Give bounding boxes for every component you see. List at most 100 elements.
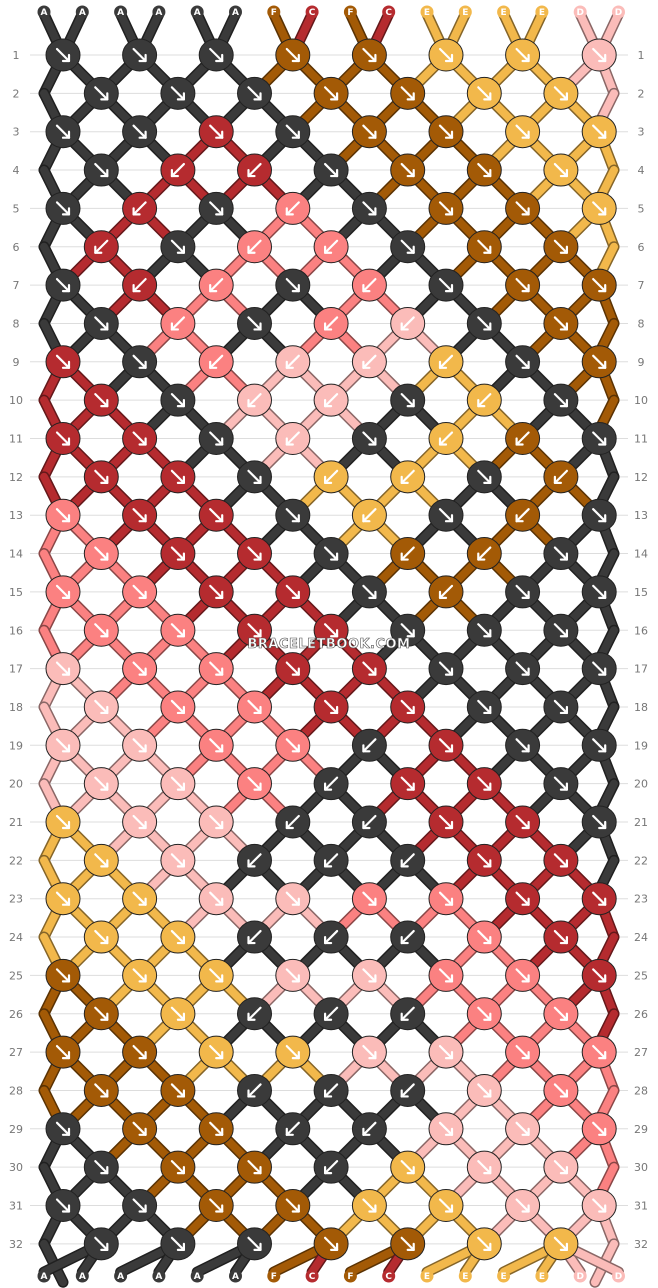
strand-label-top: F (347, 8, 353, 18)
strand-label-top: A (155, 8, 162, 18)
strand-label-top: D (576, 8, 583, 18)
knot-arrow-head (368, 1204, 377, 1213)
knot-arrow (209, 584, 224, 600)
knot-arrow-head (215, 667, 224, 676)
knot-arrow (324, 393, 339, 408)
knot-arrow-head (253, 475, 262, 484)
knot-arrow-head (291, 897, 300, 906)
knot-arrow (247, 239, 262, 254)
knot-arrow-head (285, 360, 294, 369)
knot-arrow-head (324, 935, 333, 945)
knot-arrow-head (406, 245, 415, 254)
knot-arrow-head (138, 130, 147, 139)
knot-arrow (170, 1083, 185, 1098)
knot-arrow (592, 891, 607, 906)
knot-arrow (209, 814, 224, 830)
knot-arrow-head (362, 820, 371, 830)
knot-arrow (170, 393, 185, 408)
row-number-left: 22 (9, 854, 23, 867)
strand-end-bottom (114, 1269, 128, 1283)
knot-arrow (55, 584, 71, 600)
knot-arrow-head (330, 552, 339, 561)
strand-end-top (612, 5, 625, 19)
strand-end-top (267, 5, 281, 19)
knot-arrow-head (483, 935, 492, 945)
knot-arrow-head (559, 552, 569, 561)
knot-arrow (324, 546, 339, 561)
strand-label-bottom: A (155, 1272, 162, 1282)
knot-arrow (324, 623, 339, 638)
knot-arrow-head (209, 284, 218, 293)
knot-arrow (553, 776, 569, 791)
knot-arrow-head (61, 590, 71, 600)
knot-arrow-head (559, 168, 569, 178)
knot-arrow (94, 1236, 109, 1251)
knot-arrow-head (362, 514, 371, 523)
knot-arrow-head (444, 744, 454, 753)
strand-label-top: A (79, 8, 86, 18)
knot-arrow (400, 853, 415, 868)
knot-arrow (132, 47, 147, 63)
strand-label-bottom: F (347, 1272, 353, 1282)
knot-arrow-head (100, 935, 109, 945)
knot-arrow-head (368, 207, 377, 216)
knot-arrow-head (521, 590, 530, 600)
knot-arrow-head (400, 552, 409, 561)
knot-arrow-head (483, 1242, 492, 1251)
knot-arrow-head (215, 514, 224, 523)
knot-arrow-head (598, 130, 607, 139)
row-number-left: 30 (9, 1161, 23, 1174)
knot-arrow-head (559, 859, 569, 868)
knot-arrow (515, 124, 530, 139)
knot-arrow (170, 853, 185, 868)
knot-arrow (553, 1006, 569, 1021)
knot-arrow-head (100, 92, 109, 101)
knot-arrow-head (368, 130, 377, 139)
knot-arrow-head (209, 360, 218, 369)
strand-label-bottom: E (462, 1272, 468, 1282)
knot-arrow (170, 1236, 185, 1251)
knot-arrow-head (521, 130, 530, 139)
knot-arrow-head (138, 514, 147, 523)
knot-arrow (285, 47, 300, 63)
knot-arrow (247, 699, 262, 715)
knot-arrow-head (400, 859, 409, 868)
knot-arrow (132, 1198, 147, 1213)
knot-arrow-head (291, 130, 300, 139)
strand-end-bottom (382, 1269, 396, 1283)
knot-arrow-head (61, 897, 71, 906)
strand-end-bottom (458, 1269, 472, 1283)
row-number-left: 10 (9, 394, 23, 407)
knot-arrow-head (368, 974, 377, 983)
knot-arrow-head (598, 897, 607, 906)
knot-arrow (477, 393, 492, 408)
strand-label-bottom: A (79, 1272, 86, 1282)
knot-arrow (515, 201, 530, 216)
knot-arrow (247, 929, 262, 945)
knot-arrow (400, 316, 415, 331)
knot-arrow (324, 1083, 339, 1098)
knot-arrow-head (61, 437, 71, 446)
knot-arrow (553, 469, 569, 484)
strand-label-top: A (194, 8, 201, 18)
row-number-right: 30 (634, 1161, 648, 1174)
knot-arrow (362, 1044, 377, 1060)
knot-arrow (209, 278, 224, 293)
knot-arrow (209, 124, 224, 139)
knot-arrow-head (100, 1166, 109, 1175)
knot-arrow-head (559, 245, 569, 254)
knot-arrow (553, 929, 569, 945)
knot-arrow (94, 929, 109, 945)
knot-arrow-head (100, 552, 109, 561)
strand-end-bottom (612, 1269, 625, 1283)
row-number-left: 26 (9, 1008, 23, 1021)
knot-arrow (55, 661, 71, 676)
knot-arrow-head (61, 1204, 71, 1213)
knot-arrow-head (291, 1050, 300, 1060)
knot-arrow-head (477, 552, 486, 561)
knot-arrow (362, 124, 377, 139)
knot-arrow (438, 431, 454, 446)
knot-arrow (438, 738, 454, 753)
knot-arrow-head (61, 1050, 71, 1060)
knot-arrow (438, 814, 454, 830)
